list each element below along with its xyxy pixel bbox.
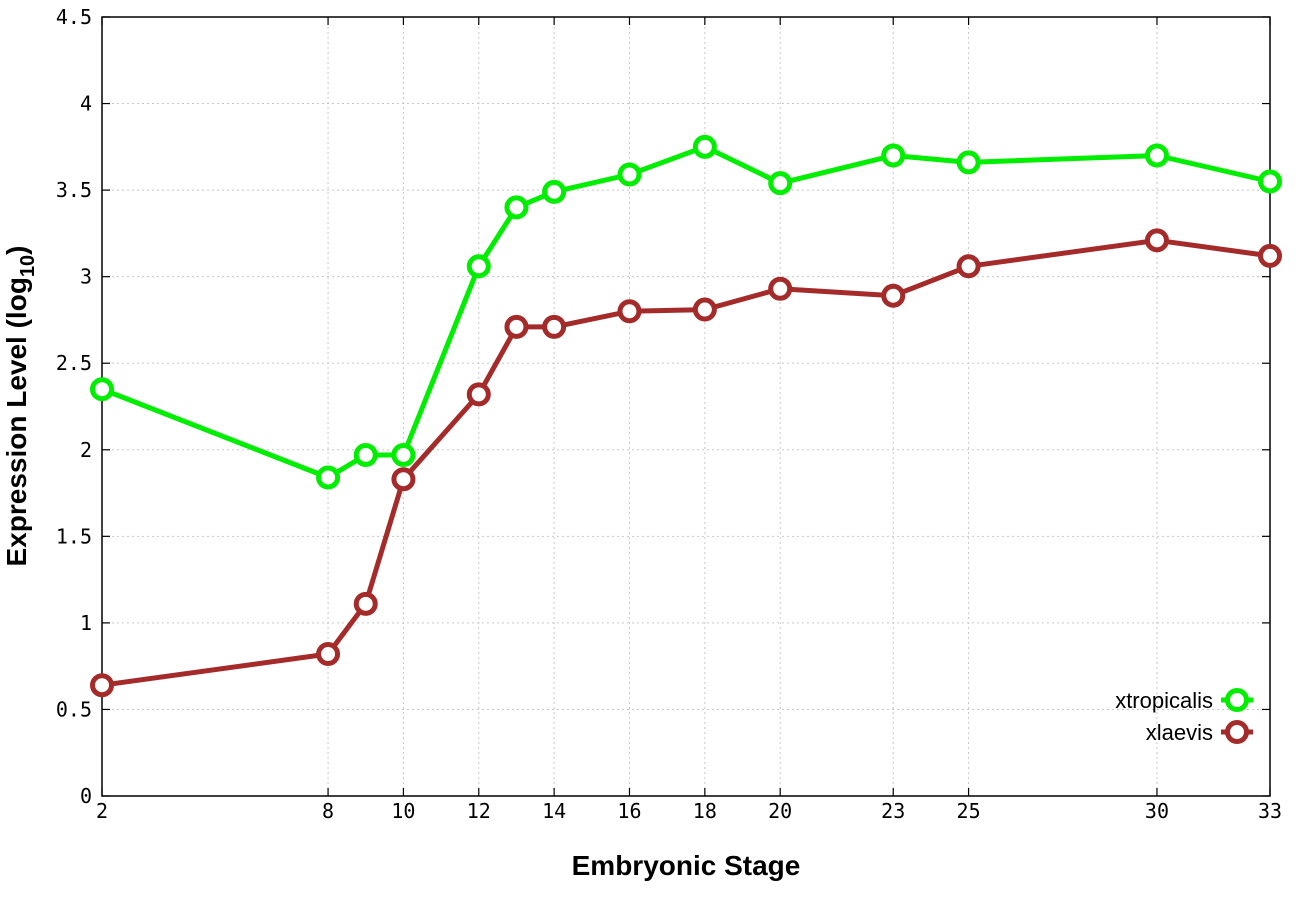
y-tick-label: 3 (80, 265, 92, 289)
data-point (1258, 169, 1282, 194)
series-line (101, 237, 1271, 688)
data-point (542, 314, 567, 339)
y-axis-title: Expression Level (log10) (1, 246, 39, 567)
y-tick-label: 4.5 (56, 5, 92, 29)
data-point (90, 377, 114, 402)
x-tick-label: 2 (96, 799, 108, 823)
y-tick-label: 0.5 (56, 697, 92, 721)
y-tick-label: 4 (80, 92, 92, 116)
y-tick-label: 3.5 (56, 178, 92, 202)
x-axis-title: Embryonic Stage (572, 850, 801, 881)
data-point (768, 171, 793, 196)
data-point (956, 150, 981, 175)
x-tick-label: 10 (391, 799, 415, 823)
data-point (316, 465, 341, 490)
data-point (466, 382, 491, 407)
data-point (692, 297, 717, 322)
data-point (504, 195, 529, 220)
data-point (881, 283, 906, 308)
x-tick-label: 12 (467, 799, 491, 823)
axis-ticks (101, 16, 1271, 797)
grid (102, 17, 1270, 796)
legend-marker (1225, 688, 1249, 712)
data-point (768, 276, 793, 301)
y-tick-label: 1 (80, 611, 92, 635)
data-point (956, 254, 981, 279)
data-point (316, 642, 341, 667)
y-tick-label: 0 (80, 784, 92, 808)
x-tick-label: 20 (768, 799, 792, 823)
data-point (1144, 228, 1169, 253)
data-point (542, 179, 567, 204)
x-tick-label: 8 (322, 799, 334, 823)
data-point (353, 442, 378, 467)
data-point (391, 467, 416, 492)
data-point (617, 162, 642, 187)
series-xlaevis (90, 228, 1282, 698)
series-xtropicalis (90, 134, 1282, 490)
legend-marker (1225, 720, 1249, 744)
x-tick-label: 16 (617, 799, 641, 823)
legend-item: xlaevis (1146, 720, 1253, 745)
series (90, 134, 1282, 698)
data-point (881, 143, 906, 168)
y-tick-label: 2.5 (56, 351, 92, 375)
x-tick-label: 30 (1145, 799, 1169, 823)
data-point (1144, 143, 1169, 168)
data-point (1258, 243, 1282, 268)
legend: xtropicalis xlaevis (1115, 688, 1253, 745)
x-tick-label: 14 (542, 799, 566, 823)
data-point (391, 442, 416, 467)
legend-label: xtropicalis (1115, 688, 1213, 713)
y-axis-tick-labels: 0 0.5 1 1.5 2 2.5 3 3.5 4 4.5 (56, 5, 92, 808)
data-point (692, 134, 717, 159)
legend-label: xlaevis (1146, 720, 1213, 745)
x-tick-label: 33 (1258, 799, 1282, 823)
x-axis-tick-labels: 2 8 10 12 14 16 18 20 23 25 30 33 (96, 799, 1282, 823)
data-point (353, 591, 378, 616)
y-tick-label: 1.5 (56, 524, 92, 548)
legend-item: xtropicalis (1115, 688, 1253, 713)
x-tick-label: 25 (957, 799, 981, 823)
plot-frame (101, 16, 1271, 797)
y-tick-label: 2 (80, 438, 92, 462)
data-point (466, 254, 491, 279)
x-tick-label: 18 (693, 799, 717, 823)
x-tick-label: 23 (881, 799, 905, 823)
data-point (504, 314, 529, 339)
data-point (617, 299, 642, 324)
data-point (90, 673, 114, 698)
